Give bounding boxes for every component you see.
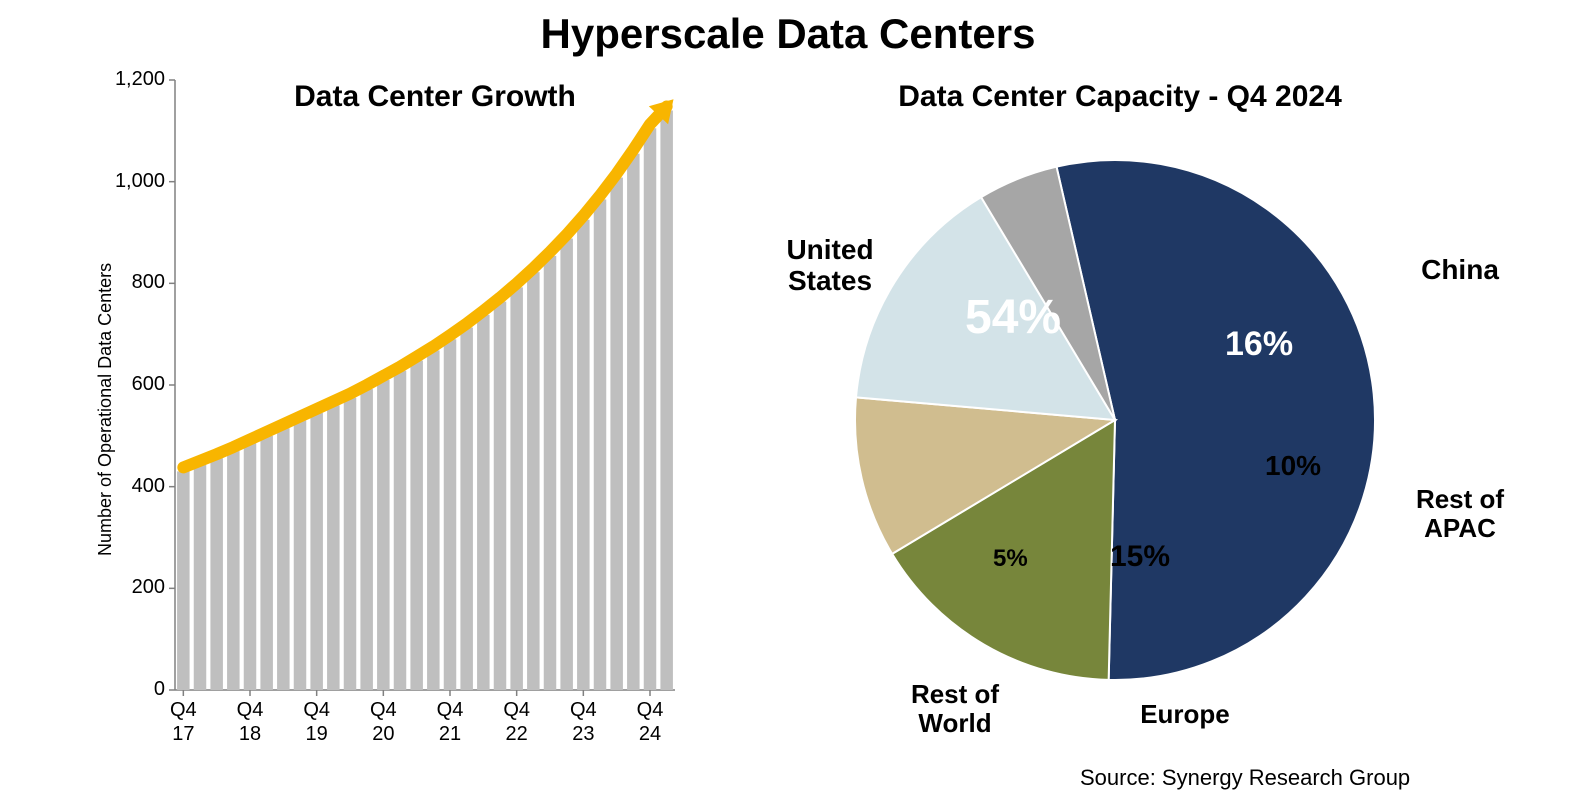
source-text: Source: Synergy Research Group bbox=[1080, 765, 1410, 791]
x-tick-label: Q4 24 bbox=[620, 698, 680, 746]
bar bbox=[644, 128, 657, 690]
y-tick-label: 200 bbox=[105, 576, 165, 599]
bar bbox=[210, 458, 223, 690]
pie-slice-value: 16% bbox=[1225, 325, 1293, 364]
bar bbox=[660, 111, 673, 691]
bar bbox=[610, 178, 623, 690]
pie-slice-label: Rest of World bbox=[870, 680, 1040, 737]
bar bbox=[344, 398, 357, 690]
bar bbox=[560, 239, 573, 690]
bar bbox=[527, 272, 540, 690]
bar bbox=[494, 302, 507, 690]
bar bbox=[327, 405, 340, 690]
pie-chart-title: Data Center Capacity - Q4 2024 bbox=[770, 80, 1470, 114]
bar bbox=[510, 287, 522, 690]
pie-slice-value: 15% bbox=[1110, 540, 1170, 574]
pie-slice-value: 10% bbox=[1265, 450, 1321, 482]
y-tick-label: 400 bbox=[105, 475, 165, 498]
bar bbox=[444, 339, 457, 690]
x-tick-label: Q4 20 bbox=[353, 698, 413, 746]
x-tick-label: Q4 22 bbox=[487, 698, 547, 746]
main-title: Hyperscale Data Centers bbox=[0, 10, 1576, 58]
bar bbox=[460, 328, 473, 690]
pie-slice-value: 5% bbox=[993, 545, 1028, 573]
y-tick-label: 1,200 bbox=[105, 68, 165, 91]
bar-chart bbox=[175, 80, 715, 730]
bar bbox=[594, 199, 607, 690]
x-tick-label: Q4 19 bbox=[287, 698, 347, 746]
bar bbox=[477, 315, 490, 690]
bar bbox=[227, 451, 240, 690]
x-tick-label: Q4 23 bbox=[553, 698, 613, 746]
bar bbox=[294, 421, 307, 690]
bar bbox=[194, 465, 207, 690]
bar bbox=[377, 380, 390, 690]
x-tick-label: Q4 21 bbox=[420, 698, 480, 746]
bar bbox=[277, 428, 290, 690]
bar bbox=[244, 443, 257, 690]
y-tick-label: 800 bbox=[105, 271, 165, 294]
page: Hyperscale Data Centers Data Center Grow… bbox=[0, 0, 1576, 810]
bar bbox=[177, 471, 190, 690]
bar bbox=[577, 220, 590, 690]
bar bbox=[410, 361, 423, 690]
bar-chart-y-axis-label: Number of Operational Data Centers bbox=[95, 263, 116, 556]
pie-slice-label: United States bbox=[745, 235, 915, 297]
y-tick-label: 600 bbox=[105, 373, 165, 396]
bar bbox=[627, 154, 640, 690]
x-tick-label: Q4 17 bbox=[153, 698, 213, 746]
pie-chart bbox=[845, 150, 1385, 690]
pie-slice-label: China bbox=[1390, 255, 1530, 286]
bar bbox=[427, 350, 440, 690]
pie-slice-label: Europe bbox=[1105, 700, 1265, 729]
pie-slice-label: Rest of APAC bbox=[1380, 485, 1540, 542]
bar bbox=[310, 413, 323, 690]
x-tick-label: Q4 18 bbox=[220, 698, 280, 746]
bar bbox=[394, 371, 407, 690]
pie-slice-value: 54% bbox=[965, 290, 1061, 345]
bar bbox=[260, 436, 273, 690]
bar bbox=[544, 256, 557, 690]
bar bbox=[360, 389, 373, 690]
y-tick-label: 1,000 bbox=[105, 170, 165, 193]
